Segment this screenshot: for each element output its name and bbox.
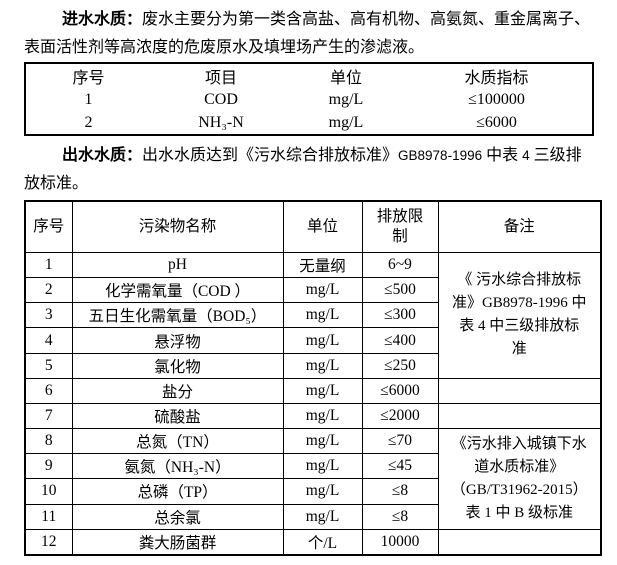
table-cell: 11 [24, 503, 73, 530]
column-header-item: 项目 [204, 70, 237, 87]
table-cell: ≤8 [361, 478, 439, 505]
table-cell: mg/L [282, 503, 363, 530]
table-cell: mg/L [282, 377, 363, 404]
table-cell: 2 [24, 277, 73, 304]
column-header-unit: 单位 [282, 200, 363, 253]
table-row: 7 硫酸盐 mg/L ≤2000 [24, 402, 602, 430]
table-cell: 1 [24, 251, 73, 279]
table-row: 1 pH 无量纲 6~9 《 污水综合排放标 准》GB8978-1996 中 表 4 中… [24, 251, 602, 379]
table-row: 1 COD mg/L ≤100000 [25, 88, 593, 111]
table-row: 11 总余氯 mg/L ≤8 [24, 503, 601, 530]
table-cell: 盐分 [71, 377, 284, 404]
table-cell: ≤250 [361, 352, 439, 379]
table-cell: ≤45 [361, 453, 439, 480]
table-header-row: 序号 项目 单位 水质指标 [25, 63, 593, 88]
table-cell: 3 [24, 302, 73, 329]
table-cell: mg/L [282, 327, 363, 354]
text-segment: 废水主要分为第一类含高盐、高有机物、高氨氮、重金属离子、 表面活性剂等高浓度的危… [24, 11, 591, 56]
table-row: 4 悬浮物 mg/L ≤400 [24, 327, 601, 354]
text-segment: 4 [522, 148, 530, 163]
column-header-unit: 单位 [329, 70, 362, 87]
table-row: 8 总氮（TN） mg/L ≤70 《污水排入城镇下水 道水质标准》 （GB/T3196… [24, 428, 602, 530]
table-cell: mg/L [328, 90, 364, 108]
table-cell: ≤70 [361, 428, 439, 455]
table-cell: 悬浮物 [71, 327, 284, 354]
table-cell: ≤500 [361, 277, 439, 304]
table-row: 6 盐分 mg/L ≤6000 [24, 377, 602, 404]
table-cell: ≤8 [361, 503, 439, 530]
table-row: 2 NH₃-N mg/L ≤6000 [25, 111, 593, 135]
column-header-remark: 备注 [437, 200, 602, 253]
paragraph-influent-quality: 进水水质：废水主要分为第一类含高盐、高有机物、高氨氮、重金属离子、 表面活性剂等… [24, 6, 600, 62]
table-cell: 氯化物 [71, 352, 284, 379]
table-cell: mg/L [282, 302, 363, 329]
table-cell: 1 [84, 90, 93, 108]
text-segment: 三级排 放标准。 [24, 147, 582, 192]
table-cell: 4 [24, 327, 73, 354]
table-cell: 粪大肠菌群 [71, 528, 284, 556]
table-cell: 12 [24, 528, 73, 556]
column-header-indicator: 水质指标 [464, 70, 529, 87]
table-cell: ≤2000 [361, 402, 439, 430]
column-header-pollutant: 污染物名称 [71, 200, 284, 253]
table-cell: ≤6000 [476, 113, 517, 131]
text-segment: GB8978-1996 [398, 148, 483, 163]
table-cell: pH [71, 251, 284, 279]
table-cell: 个/L [282, 528, 363, 556]
table-cell: 化学需氧量（COD ） [71, 277, 284, 304]
influent-quality-table: 序号 项目 单位 水质指标 1 COD mg/L ≤100000 2 NH₃-N mg/L ≤… [24, 62, 594, 136]
table-cell: 总磷（TP） [71, 478, 284, 505]
table-cell: mg/L [328, 113, 364, 131]
table-cell: 9 [24, 453, 73, 480]
remark-cell [437, 528, 602, 556]
text-segment: 出水水质： [62, 147, 143, 164]
table-cell: ≤400 [361, 327, 439, 354]
table-cell: 8 [24, 428, 73, 455]
table-row: 5 氯化物 mg/L ≤250 [24, 352, 601, 379]
table-row: 12 粪大肠菌群 个/L 10000 [24, 528, 602, 556]
table-cell: 总氮（TN） [71, 428, 284, 455]
table-cell: 无量纲 [282, 251, 363, 279]
table-cell: 硫酸盐 [71, 402, 284, 430]
table-cell: mg/L [282, 453, 363, 480]
table-row: 2 化学需氧量（COD ） mg/L ≤500 [24, 277, 601, 304]
text-segment: 进水水质： [62, 11, 143, 28]
table-cell: mg/L [282, 478, 363, 505]
table-cell: mg/L [282, 402, 363, 430]
table-cell: mg/L [282, 352, 363, 379]
table-cell: mg/L [282, 428, 363, 455]
table-cell: 7 [24, 402, 73, 430]
table-cell: COD [204, 90, 238, 108]
paragraph-effluent-quality: 出水水质：出水水质达到《污水综合排放标准》GB8978-1996 中表 4 三级… [24, 142, 600, 198]
effluent-standards-table: 序号 污染物名称 单位 排放限 制 备注 1 pH 无量纲 6~9 《 污水综合排放标 … [24, 200, 602, 556]
table-cell: 氨氮（NH₃-N） [71, 453, 284, 480]
column-header-index: 序号 [24, 200, 73, 253]
table-row: 10 总磷（TP） mg/L ≤8 [24, 478, 601, 505]
table-header-row: 序号 污染物名称 单位 排放限 制 备注 [24, 200, 602, 253]
table-cell: ≤6000 [361, 377, 439, 404]
table-cell: 5 [24, 352, 73, 379]
table-cell: 10000 [361, 528, 439, 556]
effluent-table-body: 1 pH 无量纲 6~9 《 污水综合排放标 准》GB8978-1996 中 表 4 中… [24, 251, 602, 556]
table-cell: 6~9 [361, 251, 439, 279]
remark-cell: 《污水排入城镇下水 道水质标准》 （GB/T31962-2015） 表 1 中 … [437, 428, 602, 530]
table-cell: NH₃-N [198, 113, 244, 131]
remark-cell: 《 污水综合排放标 准》GB8978-1996 中 表 4 中三级排放标 准 [437, 252, 602, 379]
table-cell: 2 [84, 113, 93, 131]
table-cell: 总余氯 [71, 503, 284, 530]
table-cell: ≤300 [361, 302, 439, 329]
table-cell: ≤100000 [468, 90, 525, 108]
remark-cell [437, 402, 602, 430]
table-cell: 6 [24, 377, 73, 404]
text-segment: 出水水质达到《污水综合排放标准》 [142, 147, 399, 164]
table-cell: 10 [24, 478, 73, 505]
influent-table-body: 1 COD mg/L ≤100000 2 NH₃-N mg/L ≤6000 [25, 88, 593, 135]
remark-cell [437, 377, 602, 404]
text-segment: 中表 [482, 147, 523, 164]
column-header-index: 序号 [72, 70, 105, 87]
table-cell: 五日生化需氧量（BOD₅） [71, 302, 284, 329]
table-cell: mg/L [282, 277, 363, 304]
column-header-limit: 排放限 制 [361, 200, 439, 253]
